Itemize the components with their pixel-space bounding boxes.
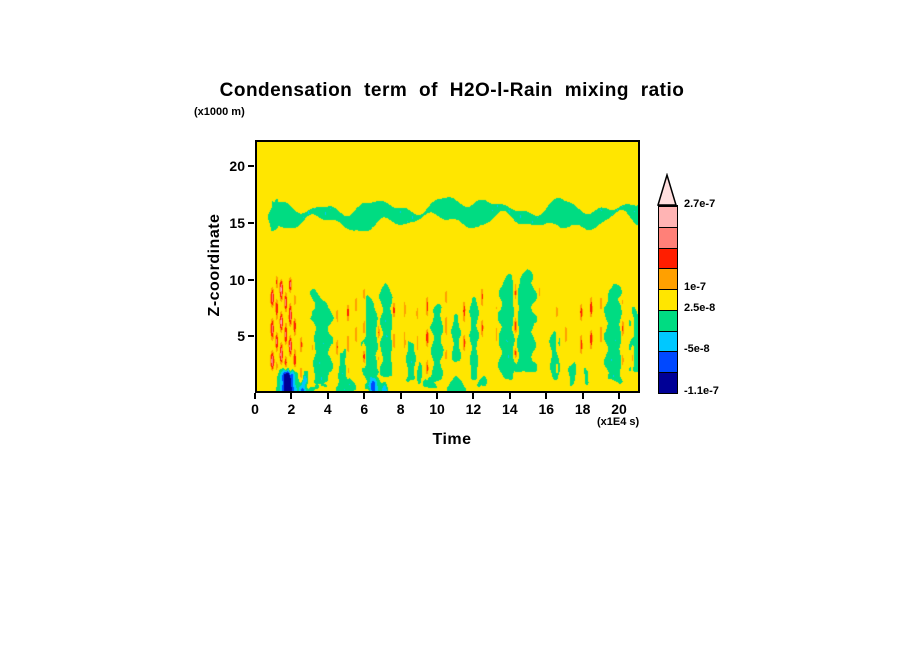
- y-tick-mark: [248, 278, 254, 281]
- x-tick-label: 6: [360, 401, 369, 417]
- y-axis-unit-label: (x1000 m): [194, 106, 245, 118]
- colorbar-segment: [659, 330, 677, 352]
- x-tick-label: 10: [429, 401, 445, 417]
- colorbar-segment: [659, 351, 677, 373]
- x-tick-label: 14: [502, 401, 518, 417]
- x-tick-mark: [363, 393, 366, 399]
- x-tick-mark: [472, 393, 475, 399]
- plot-area: [255, 140, 640, 393]
- colorbar-level-label: 1e-7: [684, 281, 707, 294]
- x-tick-mark: [618, 393, 621, 399]
- x-tick-label: 0: [251, 401, 259, 417]
- y-axis-title: Z-coordinate: [206, 213, 223, 317]
- colorbar-segment: [659, 226, 677, 248]
- x-axis-title: Time: [432, 431, 472, 448]
- x-axis-unit-label: (x1E4 s): [597, 416, 640, 428]
- colorbar-segment: [659, 205, 677, 227]
- x-tick-label: 8: [396, 401, 405, 417]
- colorbar-over-arrow-icon: [657, 173, 677, 206]
- x-tick-label: 12: [465, 401, 482, 417]
- x-tick-mark: [581, 393, 584, 399]
- chart-title: Condensation term of H2O-l-Rain mixing r…: [219, 80, 685, 101]
- x-tick-label: 20: [611, 401, 627, 417]
- x-tick-mark: [508, 393, 511, 399]
- x-tick-label: 2: [287, 401, 296, 417]
- colorbar-level-label: -1.1e-7: [684, 385, 719, 397]
- x-tick-mark: [254, 393, 256, 399]
- y-tick-label: 20: [229, 158, 245, 175]
- x-tick-label: 18: [574, 401, 591, 417]
- y-tick-mark: [248, 335, 254, 338]
- colorbar-segment: [659, 268, 677, 290]
- y-tick-label: 5: [237, 328, 245, 345]
- colorbar-segment: [659, 247, 677, 269]
- colorbar-segment: [659, 289, 677, 310]
- colorbar-level-label: -5e-8: [684, 343, 710, 356]
- colorbar-segment: [659, 309, 677, 331]
- x-tick-mark: [436, 393, 439, 399]
- contour-field-canvas: [257, 142, 638, 391]
- x-tick-mark: [545, 393, 548, 399]
- y-tick-mark: [248, 165, 254, 168]
- colorbar-segment: [659, 372, 677, 393]
- colorbar-level-label: 2.7e-7: [684, 198, 716, 210]
- x-tick-mark: [290, 393, 293, 399]
- x-tick-mark: [399, 393, 402, 399]
- colorbar-level-label: 2.5e-8: [684, 301, 716, 314]
- y-tick-mark: [248, 221, 254, 224]
- x-tick-label: 16: [538, 401, 555, 417]
- colorbar: [658, 205, 678, 394]
- x-tick-label: 4: [323, 401, 332, 417]
- x-tick-mark: [326, 393, 329, 399]
